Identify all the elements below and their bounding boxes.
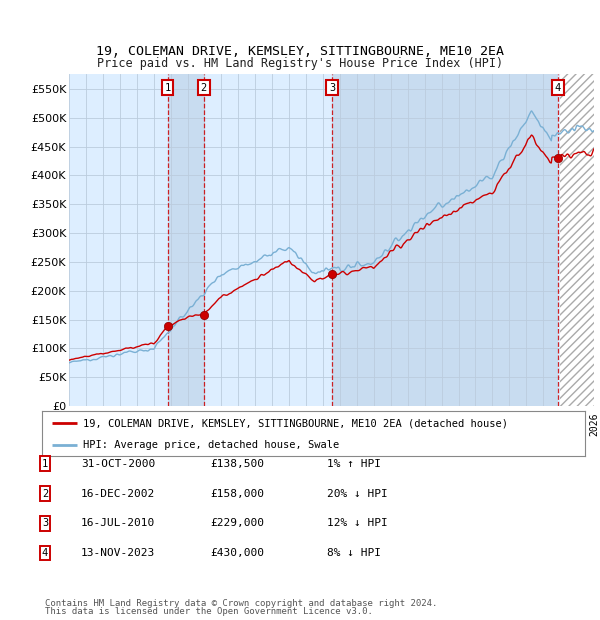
Text: 1: 1 [42,459,48,469]
Text: 16-DEC-2002: 16-DEC-2002 [81,489,155,498]
Text: 2: 2 [42,489,48,498]
Text: £229,000: £229,000 [210,518,264,528]
Text: 16-JUL-2010: 16-JUL-2010 [81,518,155,528]
Text: 1: 1 [164,82,171,93]
Bar [332,74,558,406]
Text: 12% ↓ HPI: 12% ↓ HPI [327,518,388,528]
Text: 19, COLEMAN DRIVE, KEMSLEY, SITTINGBOURNE, ME10 2EA (detached house): 19, COLEMAN DRIVE, KEMSLEY, SITTINGBOURN… [83,418,508,428]
Text: £158,000: £158,000 [210,489,264,498]
Bar [168,74,204,406]
Text: Contains HM Land Registry data © Crown copyright and database right 2024.: Contains HM Land Registry data © Crown c… [45,598,437,608]
Text: £138,500: £138,500 [210,459,264,469]
Bar [560,74,600,406]
Text: 13-NOV-2023: 13-NOV-2023 [81,548,155,558]
Text: Price paid vs. HM Land Registry's House Price Index (HPI): Price paid vs. HM Land Registry's House … [97,57,503,70]
Text: £430,000: £430,000 [210,548,264,558]
Text: 1% ↑ HPI: 1% ↑ HPI [327,459,381,469]
Text: 20% ↓ HPI: 20% ↓ HPI [327,489,388,498]
Text: 3: 3 [329,82,335,93]
Text: 8% ↓ HPI: 8% ↓ HPI [327,548,381,558]
Text: 2: 2 [200,82,207,93]
Text: 3: 3 [42,518,48,528]
Text: 4: 4 [42,548,48,558]
Text: 4: 4 [555,82,561,93]
Text: 19, COLEMAN DRIVE, KEMSLEY, SITTINGBOURNE, ME10 2EA: 19, COLEMAN DRIVE, KEMSLEY, SITTINGBOURN… [96,45,504,58]
Text: 31-OCT-2000: 31-OCT-2000 [81,459,155,469]
Text: HPI: Average price, detached house, Swale: HPI: Average price, detached house, Swal… [83,440,339,450]
Bar [560,74,600,406]
Text: This data is licensed under the Open Government Licence v3.0.: This data is licensed under the Open Gov… [45,607,373,616]
